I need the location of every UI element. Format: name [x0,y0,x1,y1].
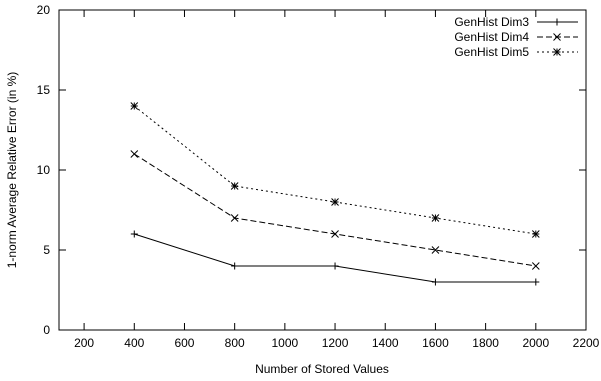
y-tick-label: 15 [37,83,51,97]
legend-label: GenHist Dim4 [454,30,529,44]
x-tick-label: 1400 [372,336,399,350]
y-tick-label: 0 [43,323,50,337]
x-tick-label: 2200 [573,336,600,350]
data-point [331,198,339,206]
data-point [130,150,139,158]
data-point [230,182,239,190]
y-axis-label: 1-norm Average Relative Error (in %) [5,72,19,269]
data-point [130,102,139,110]
legend-marker [553,48,561,56]
legend-label: GenHist Dim5 [454,45,529,59]
legend-label: GenHist Dim3 [454,15,529,29]
data-point [231,262,239,270]
x-tick-label: 400 [124,336,144,350]
x-axis-label: Number of Stored Values [255,362,389,376]
data-point [130,230,138,238]
x-tick-label: 1800 [472,336,499,350]
data-point [531,230,540,238]
data-point [331,262,339,270]
x-tick-label: 1000 [272,336,299,350]
data-point [531,262,540,270]
series-line [134,153,536,267]
data-point [532,278,540,286]
data-point [230,214,239,222]
y-tick-label: 10 [37,163,51,177]
legend-marker [553,33,561,41]
series-line [133,105,536,235]
data-point [331,230,339,238]
x-axis-ticks: 200 400 600 800 1000 1200 1400 1600 1800 2000 2200 [74,10,600,350]
y-tick-label: 5 [43,243,50,257]
x-tick-label: 600 [174,336,194,350]
x-tick-label: 2000 [522,336,549,350]
data-point [431,214,440,222]
legend-marker [553,18,561,26]
series-line [134,233,536,283]
x-tick-label: 800 [225,336,245,350]
data-point [431,246,440,254]
y-tick-label: 20 [37,3,51,17]
x-tick-label: 200 [74,336,94,350]
x-tick-label: 1600 [422,336,449,350]
series-layer [130,102,540,286]
data-point [431,278,439,286]
y-axis-ticks: 0 5 10 15 20 [37,3,586,337]
x-tick-label: 1200 [322,336,349,350]
